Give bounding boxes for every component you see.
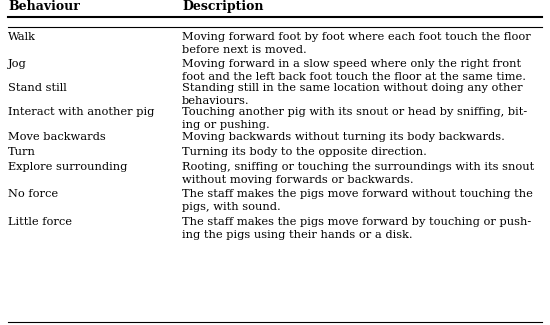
Text: Rooting, sniffing or touching the surroundings with its snout
without moving for: Rooting, sniffing or touching the surrou… xyxy=(182,162,534,185)
Text: Moving forward foot by foot where each foot touch the floor
before next is moved: Moving forward foot by foot where each f… xyxy=(182,32,531,55)
Text: Little force: Little force xyxy=(8,217,72,227)
Text: Moving backwards without turning its body backwards.: Moving backwards without turning its bod… xyxy=(182,132,505,142)
Text: Interact with another pig: Interact with another pig xyxy=(8,107,155,117)
Text: Turning its body to the opposite direction.: Turning its body to the opposite directi… xyxy=(182,147,427,157)
Text: The staff makes the pigs move forward by touching or push-
ing the pigs using th: The staff makes the pigs move forward by… xyxy=(182,217,531,240)
Text: Moving forward in a slow speed where only the right front
foot and the left back: Moving forward in a slow speed where onl… xyxy=(182,59,526,82)
Text: Behaviour: Behaviour xyxy=(8,0,80,13)
Text: Walk: Walk xyxy=(8,32,36,42)
Text: The staff makes the pigs move forward without touching the
pigs, with sound.: The staff makes the pigs move forward wi… xyxy=(182,189,533,212)
Text: Touching another pig with its snout or head by sniffing, bit-
ing or pushing.: Touching another pig with its snout or h… xyxy=(182,107,527,130)
Text: Jog: Jog xyxy=(8,59,27,69)
Text: Description: Description xyxy=(182,0,263,13)
Text: Move backwards: Move backwards xyxy=(8,132,106,142)
Text: No force: No force xyxy=(8,189,58,199)
Text: Stand still: Stand still xyxy=(8,83,67,93)
Text: Turn: Turn xyxy=(8,147,36,157)
Text: Standing still in the same location without doing any other
behaviours.: Standing still in the same location with… xyxy=(182,83,522,106)
Text: Explore surrounding: Explore surrounding xyxy=(8,162,128,172)
